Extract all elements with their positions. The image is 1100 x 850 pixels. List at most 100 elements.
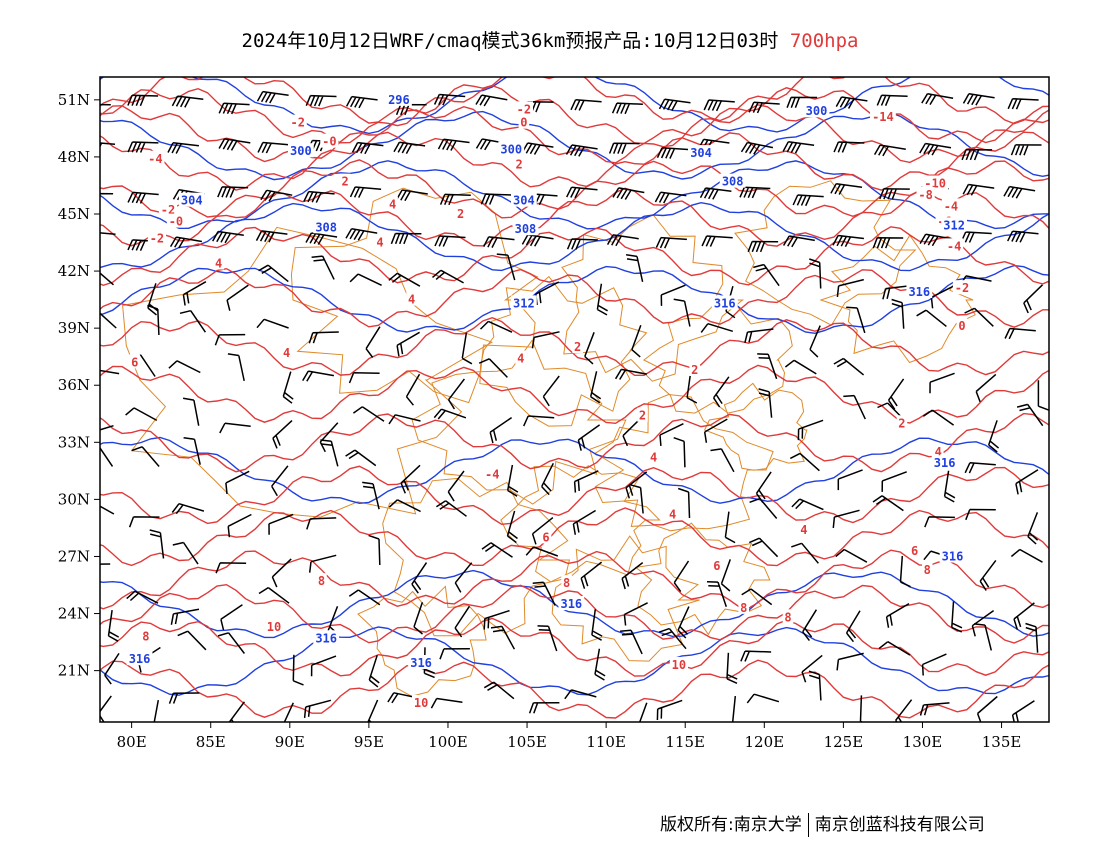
- temperature-label-bg: [515, 350, 527, 365]
- wind-barb: [257, 141, 289, 154]
- height-contour: [100, 264, 1049, 335]
- height-label: 316: [908, 285, 930, 299]
- temperature-label-bg: [952, 280, 972, 295]
- wind-barb: [758, 388, 773, 418]
- wind-barb: [127, 141, 159, 153]
- wind-barb: [625, 254, 644, 282]
- wind-barb: [433, 93, 466, 106]
- wind-barb: [305, 94, 337, 107]
- wind-barb: [792, 194, 824, 207]
- wind-barb: [149, 529, 165, 559]
- wind-barb: [411, 562, 428, 594]
- wind-barb: [169, 236, 203, 249]
- wind-barb: [100, 272, 114, 286]
- wind-barb: [577, 424, 601, 451]
- height-label-bg: [931, 455, 958, 470]
- temperature-label: -8: [918, 188, 932, 202]
- temperature-label: 4: [517, 352, 524, 366]
- height-contour: [100, 110, 1049, 181]
- wind-barb: [489, 416, 513, 444]
- height-label-bg: [510, 295, 537, 310]
- temperature-label-bg: [166, 213, 186, 228]
- wind-barb: [348, 372, 380, 384]
- wind-barb: [832, 509, 860, 528]
- wind-barb: [701, 235, 733, 247]
- wind-barb: [919, 233, 952, 247]
- height-label-bg: [313, 630, 340, 645]
- temperature-label-bg: [387, 196, 398, 211]
- wind-barb: [454, 562, 473, 593]
- wind-barb: [748, 101, 780, 114]
- wind-barb: [182, 397, 200, 426]
- wind-barb: [658, 98, 691, 111]
- height-label-bg: [313, 219, 340, 234]
- wind-barb: [570, 99, 602, 111]
- wind-barb: [835, 96, 868, 109]
- copyright-company: 南京创蓝科技有限公司: [814, 815, 985, 835]
- temperature-label-bg: [738, 599, 750, 614]
- wind-barb: [921, 92, 954, 105]
- wind-barb: [872, 495, 904, 512]
- axis-ticks: 51N 48N 45N 42N 39N 36N 33N 30N 27N 24N 21N 80E 85E 9…: [58, 91, 1022, 751]
- wind-barb: [740, 650, 772, 662]
- height-label: 308: [515, 222, 537, 236]
- temperature-label-bg: [896, 415, 908, 430]
- wind-barb: [930, 284, 955, 309]
- height-label-bg: [719, 173, 746, 188]
- height-label: 296: [388, 93, 410, 107]
- temperature-label-bg: [909, 542, 920, 557]
- height-label: 304: [690, 146, 712, 160]
- temperature-label: -2: [955, 281, 969, 295]
- temperature-label: 6: [911, 544, 918, 558]
- wind-barb: [282, 371, 294, 404]
- lat-tick-label: 42N: [58, 262, 90, 280]
- wind-barb: [311, 255, 335, 280]
- wind-barb: [731, 696, 737, 722]
- lat-tick-label: 36N: [58, 376, 90, 394]
- temperature-label-bg: [147, 230, 167, 245]
- wind-barb: [612, 187, 645, 200]
- temperature-label: 4: [935, 445, 942, 459]
- lat-tick-label: 48N: [58, 148, 90, 166]
- wind-barb: [962, 183, 995, 196]
- height-contour: [100, 569, 1049, 639]
- lat-tick-label: 21N: [58, 662, 90, 680]
- wind-barb: [413, 602, 424, 635]
- boundary-line: [551, 535, 700, 662]
- wind-barb: [951, 601, 963, 633]
- wind-barb: [393, 141, 426, 154]
- wind-barb: [572, 509, 596, 535]
- wind-barbs: [100, 90, 1049, 722]
- wind-barb: [483, 681, 515, 700]
- wind-barb: [784, 359, 817, 375]
- wind-barb: [712, 376, 730, 408]
- wind-barb: [565, 144, 598, 157]
- temperature-label-bg: [411, 694, 431, 709]
- temperature-label-bg: [339, 173, 351, 188]
- wind-barb: [749, 497, 778, 519]
- wind-barb: [100, 505, 115, 515]
- wind-barb: [703, 99, 735, 112]
- wind-barb: [673, 298, 691, 327]
- copyright-separator: [807, 813, 809, 837]
- wind-barb: [659, 423, 684, 446]
- wind-barb: [219, 422, 251, 434]
- temperature-label: 2: [342, 175, 349, 189]
- lat-tick-label: 24N: [58, 605, 90, 623]
- wind-barb: [542, 375, 560, 407]
- wind-barb: [753, 263, 780, 287]
- boundary-line: [382, 477, 571, 637]
- wind-barb: [226, 284, 249, 311]
- temperature-label-bg: [374, 234, 386, 249]
- wind-barb: [268, 513, 294, 535]
- wind-barb: [128, 516, 160, 528]
- temperature-label: -4: [485, 468, 499, 482]
- temperature-label: 2: [516, 158, 523, 172]
- lon-tick-label: 80E: [117, 733, 147, 751]
- height-label: 300: [290, 144, 312, 158]
- wind-barb: [749, 537, 779, 558]
- temperature-contours: [100, 77, 1049, 719]
- wind-barb: [537, 625, 558, 652]
- wind-barb: [835, 548, 868, 563]
